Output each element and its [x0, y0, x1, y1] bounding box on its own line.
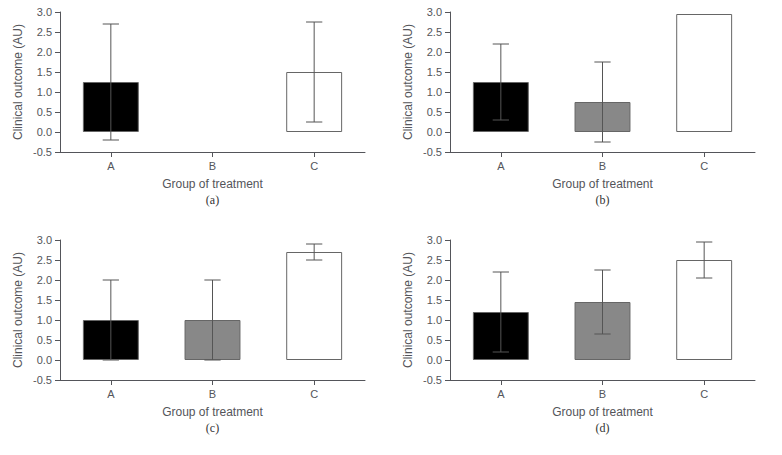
svg-text:-0.5: -0.5 — [33, 374, 52, 386]
svg-text:B: B — [209, 388, 216, 400]
svg-text:C: C — [310, 388, 318, 400]
svg-text:Clinical outcome (AU): Clinical outcome (AU) — [11, 252, 25, 368]
svg-text:(c): (c) — [206, 421, 219, 435]
svg-text:(d): (d) — [596, 421, 610, 435]
svg-text:1.5: 1.5 — [427, 66, 442, 78]
svg-text:0.5: 0.5 — [37, 106, 52, 118]
svg-text:3.0: 3.0 — [37, 234, 52, 246]
svg-text:Clinical outcome (AU): Clinical outcome (AU) — [401, 252, 415, 368]
svg-text:B: B — [599, 388, 606, 400]
svg-text:0.0: 0.0 — [427, 126, 442, 138]
svg-text:2.0: 2.0 — [37, 274, 52, 286]
svg-text:1.5: 1.5 — [37, 294, 52, 306]
svg-text:A: A — [497, 160, 505, 172]
svg-text:1.0: 1.0 — [37, 86, 52, 98]
svg-text:2.5: 2.5 — [427, 26, 442, 38]
svg-text:2.5: 2.5 — [37, 26, 52, 38]
svg-text:1.5: 1.5 — [37, 66, 52, 78]
svg-text:Group of treatment: Group of treatment — [552, 177, 653, 191]
svg-text:C: C — [700, 388, 708, 400]
svg-text:0.0: 0.0 — [427, 354, 442, 366]
svg-text:0.5: 0.5 — [37, 334, 52, 346]
svg-text:A: A — [107, 388, 115, 400]
svg-text:Group of treatment: Group of treatment — [552, 405, 653, 419]
svg-text:2.0: 2.0 — [37, 46, 52, 58]
svg-text:(a): (a) — [206, 193, 219, 207]
svg-text:Clinical outcome (AU): Clinical outcome (AU) — [11, 24, 25, 140]
svg-text:Group of treatment: Group of treatment — [162, 177, 263, 191]
svg-text:-0.5: -0.5 — [423, 146, 442, 158]
svg-text:C: C — [700, 160, 708, 172]
svg-text:2.5: 2.5 — [37, 254, 52, 266]
svg-text:3.0: 3.0 — [427, 6, 442, 18]
svg-text:1.0: 1.0 — [427, 86, 442, 98]
svg-text:2.0: 2.0 — [427, 46, 442, 58]
svg-text:-0.5: -0.5 — [33, 146, 52, 158]
svg-text:A: A — [107, 160, 115, 172]
svg-text:3.0: 3.0 — [427, 234, 442, 246]
svg-text:3.0: 3.0 — [37, 6, 52, 18]
svg-text:B: B — [599, 160, 606, 172]
svg-text:-0.5: -0.5 — [423, 374, 442, 386]
svg-text:A: A — [497, 388, 505, 400]
svg-text:(b): (b) — [596, 193, 610, 207]
svg-text:0.5: 0.5 — [427, 334, 442, 346]
svg-text:Clinical outcome (AU): Clinical outcome (AU) — [401, 24, 415, 140]
svg-text:0.5: 0.5 — [427, 106, 442, 118]
svg-text:2.5: 2.5 — [427, 254, 442, 266]
svg-text:1.5: 1.5 — [427, 294, 442, 306]
svg-text:C: C — [310, 160, 318, 172]
svg-text:0.0: 0.0 — [37, 126, 52, 138]
svg-text:1.0: 1.0 — [37, 314, 52, 326]
svg-text:Group of treatment: Group of treatment — [162, 405, 263, 419]
svg-text:1.0: 1.0 — [427, 314, 442, 326]
svg-text:2.0: 2.0 — [427, 274, 442, 286]
svg-text:0.0: 0.0 — [37, 354, 52, 366]
svg-text:B: B — [209, 160, 216, 172]
